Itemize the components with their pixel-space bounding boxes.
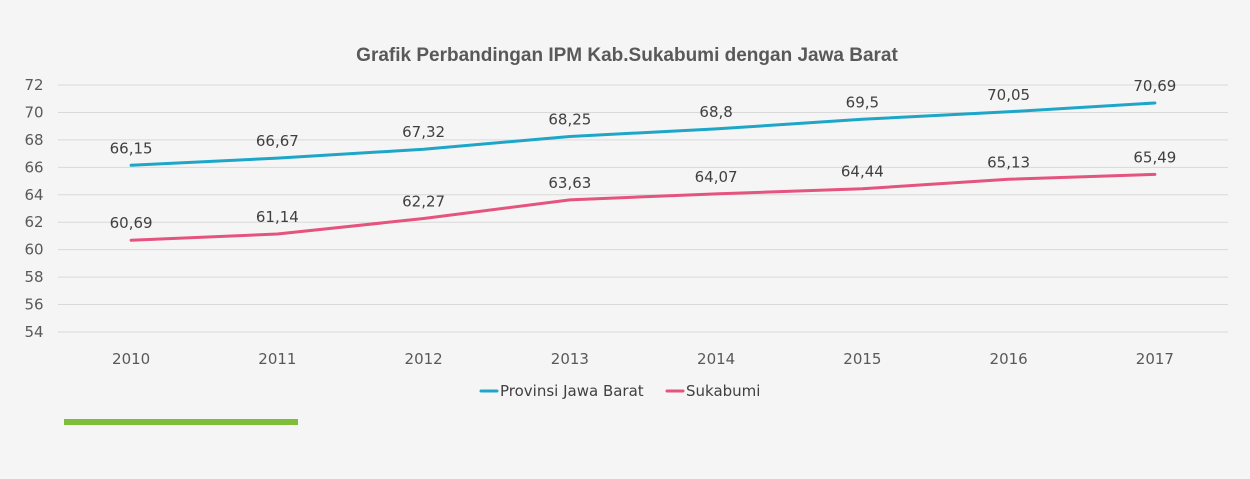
y-tick-label: 70 bbox=[24, 103, 43, 121]
legend: Provinsi Jawa Barat Sukabumi bbox=[479, 382, 760, 400]
x-tick-label: 2016 bbox=[990, 350, 1028, 368]
x-tick-label: 2011 bbox=[258, 350, 296, 368]
data-label: 65,13 bbox=[987, 153, 1030, 171]
data-label: 70,05 bbox=[987, 86, 1030, 104]
data-label: 66,67 bbox=[256, 132, 299, 150]
data-label: 69,5 bbox=[846, 93, 879, 111]
data-label: 64,07 bbox=[695, 168, 738, 186]
data-label: 68,25 bbox=[548, 110, 591, 128]
y-tick-label: 72 bbox=[24, 76, 43, 94]
y-tick-label: 64 bbox=[24, 186, 43, 204]
legend-label: Sukabumi bbox=[686, 382, 760, 400]
data-label: 65,49 bbox=[1133, 148, 1176, 166]
data-label: 70,69 bbox=[1133, 77, 1176, 95]
data-label: 63,63 bbox=[548, 174, 591, 192]
data-label: 67,32 bbox=[402, 123, 445, 141]
y-tick-label: 58 bbox=[24, 268, 43, 286]
x-tick-label: 2014 bbox=[697, 350, 735, 368]
series-line-1 bbox=[129, 172, 1157, 242]
x-axis: 2010 2011 2012 2013 2014 2015 2016 2017 bbox=[112, 350, 1174, 368]
x-tick-label: 2013 bbox=[551, 350, 589, 368]
y-tick-label: 56 bbox=[24, 296, 43, 314]
gridlines bbox=[58, 84, 1228, 333]
y-tick-label: 62 bbox=[24, 213, 43, 231]
data-label: 60,69 bbox=[110, 214, 153, 232]
legend-label: Provinsi Jawa Barat bbox=[500, 382, 644, 400]
x-tick-label: 2017 bbox=[1136, 350, 1174, 368]
data-label: 66,15 bbox=[110, 139, 153, 157]
series-line-0 bbox=[129, 101, 1157, 167]
data-label: 68,8 bbox=[699, 103, 732, 121]
x-tick-label: 2015 bbox=[843, 350, 881, 368]
y-tick-label: 68 bbox=[24, 131, 43, 149]
x-tick-label: 2012 bbox=[405, 350, 443, 368]
y-tick-label: 54 bbox=[24, 323, 43, 341]
accent-bar bbox=[64, 419, 298, 425]
x-tick-label: 2010 bbox=[112, 350, 150, 368]
series-lines bbox=[129, 101, 1157, 242]
data-label: 64,44 bbox=[841, 163, 884, 181]
y-axis: 72 70 68 66 64 62 60 58 56 54 bbox=[24, 76, 43, 341]
y-tick-label: 60 bbox=[24, 241, 43, 259]
data-label: 62,27 bbox=[402, 193, 445, 211]
y-tick-label: 66 bbox=[24, 158, 43, 176]
data-label: 61,14 bbox=[256, 208, 299, 226]
data-labels: 66,15 66,67 67,32 68,25 68,8 69,5 70,05 70,69 60… bbox=[110, 77, 1177, 232]
chart-title: Grafik Perbandingan IPM Kab.Sukabumi den… bbox=[356, 45, 898, 66]
